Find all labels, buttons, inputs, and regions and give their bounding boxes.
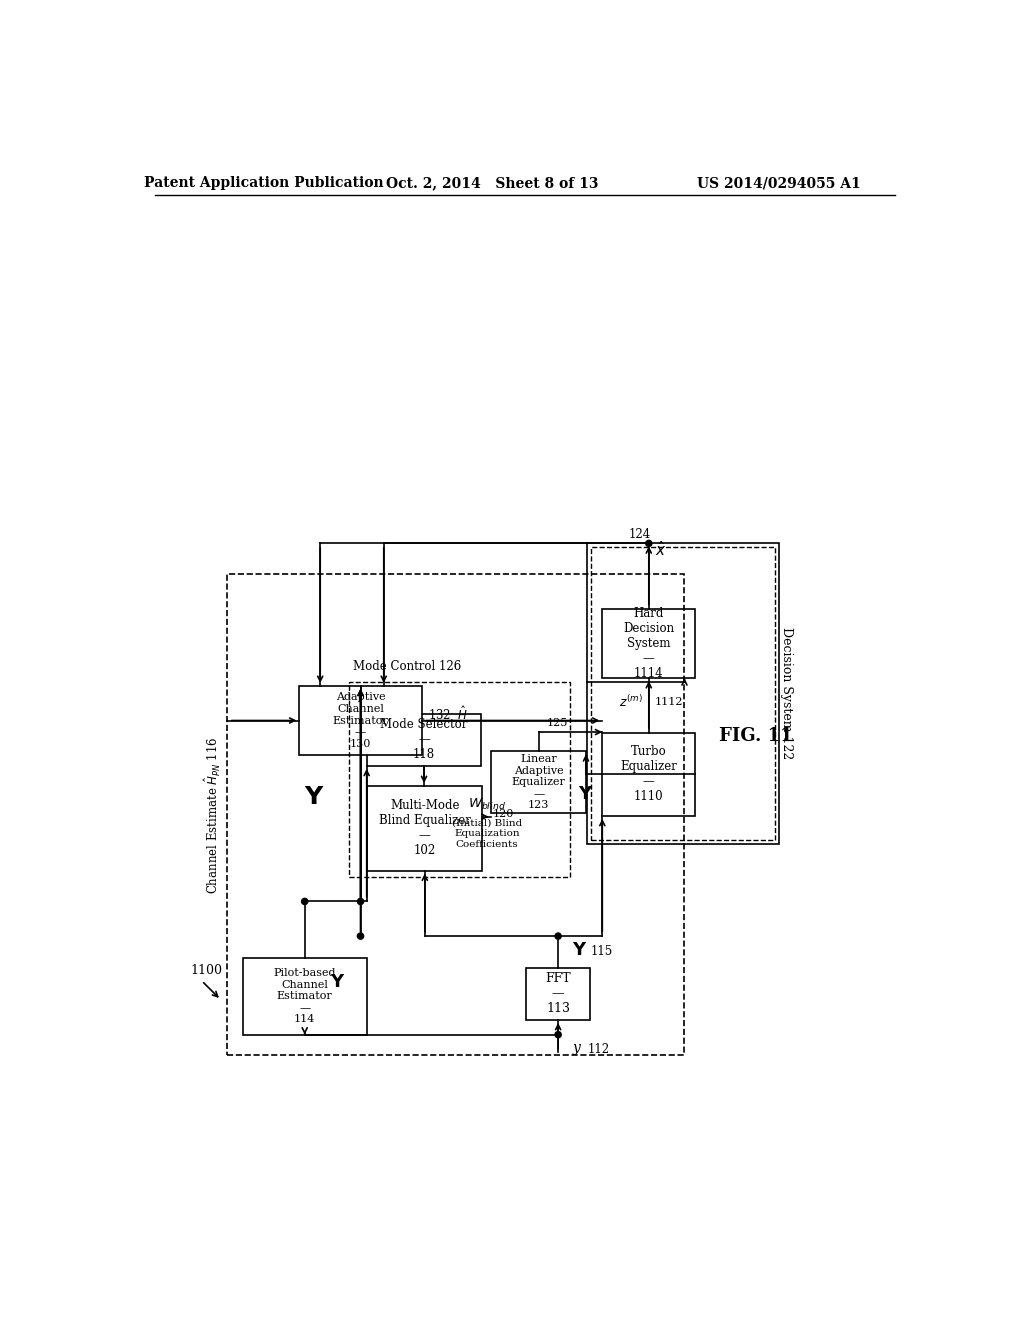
Bar bbox=[587, 544, 779, 843]
Text: Linear
Adaptive
Equalizer
—
123: Linear Adaptive Equalizer — 123 bbox=[512, 754, 565, 810]
Text: $\hat{x}$: $\hat{x}$ bbox=[655, 540, 667, 558]
Bar bbox=[367, 714, 481, 766]
Bar bbox=[243, 958, 367, 1035]
Text: Mode Selector
—
118: Mode Selector — 118 bbox=[380, 718, 468, 762]
Bar bbox=[368, 785, 482, 871]
Text: Adaptive
Channel
Estimator
—
130: Adaptive Channel Estimator — 130 bbox=[333, 692, 388, 748]
Text: 132  $\hat{H}$: 132 $\hat{H}$ bbox=[428, 705, 468, 723]
Text: Channel Estimate $\hat{H}_{PN}$ 116: Channel Estimate $\hat{H}_{PN}$ 116 bbox=[203, 737, 223, 894]
Text: 1112: 1112 bbox=[655, 697, 683, 706]
Text: (Initial) Blind
Equalization
Coefficients: (Initial) Blind Equalization Coefficient… bbox=[452, 818, 522, 849]
Text: $\bf{Y}$: $\bf{Y}$ bbox=[330, 973, 345, 991]
Bar bbox=[526, 968, 590, 1020]
Bar bbox=[227, 574, 684, 1056]
Circle shape bbox=[646, 540, 652, 546]
Text: FFT
—
113: FFT — 113 bbox=[546, 973, 571, 1015]
Text: $W_{blind}$: $W_{blind}$ bbox=[468, 797, 506, 812]
Text: y: y bbox=[572, 1040, 580, 1055]
Text: $\bf{Y}$: $\bf{Y}$ bbox=[304, 785, 325, 809]
Text: Turbo
Equalizer
—
1110: Turbo Equalizer — 1110 bbox=[621, 746, 677, 804]
Text: Oct. 2, 2014   Sheet 8 of 13: Oct. 2, 2014 Sheet 8 of 13 bbox=[386, 176, 598, 190]
Text: Multi-Mode
Blind Equalizer
—
102: Multi-Mode Blind Equalizer — 102 bbox=[379, 800, 471, 857]
Circle shape bbox=[357, 899, 364, 904]
Bar bbox=[591, 548, 775, 840]
Text: FIG. 11: FIG. 11 bbox=[719, 727, 793, 744]
Text: Hard
Decision
System
—
1114: Hard Decision System — 1114 bbox=[624, 607, 675, 680]
Text: Pilot-based
Channel
Estimator
—
114: Pilot-based Channel Estimator — 114 bbox=[273, 968, 336, 1024]
Bar bbox=[602, 733, 695, 816]
Text: $\bf{Y}$: $\bf{Y}$ bbox=[572, 941, 588, 958]
Bar bbox=[299, 686, 422, 755]
Bar bbox=[492, 751, 586, 813]
Text: US 2014/0294055 A1: US 2014/0294055 A1 bbox=[697, 176, 861, 190]
Text: 1100: 1100 bbox=[190, 964, 222, 977]
Text: 124: 124 bbox=[629, 528, 650, 541]
Circle shape bbox=[555, 933, 561, 940]
Text: 125: 125 bbox=[547, 718, 568, 727]
Circle shape bbox=[302, 899, 308, 904]
Bar bbox=[602, 609, 695, 678]
Circle shape bbox=[357, 933, 364, 940]
Text: 120: 120 bbox=[493, 809, 514, 820]
Bar bbox=[349, 682, 569, 876]
Text: $z^{(m)}$: $z^{(m)}$ bbox=[618, 694, 643, 710]
Text: Patent Application Publication: Patent Application Publication bbox=[143, 176, 383, 190]
Text: 115: 115 bbox=[591, 945, 613, 958]
Circle shape bbox=[555, 1032, 561, 1038]
Text: Mode Control 126: Mode Control 126 bbox=[352, 660, 461, 673]
Text: 112: 112 bbox=[588, 1043, 609, 1056]
Text: Decision System 122: Decision System 122 bbox=[780, 627, 794, 760]
Text: $\bf{Y}$: $\bf{Y}$ bbox=[578, 785, 593, 804]
